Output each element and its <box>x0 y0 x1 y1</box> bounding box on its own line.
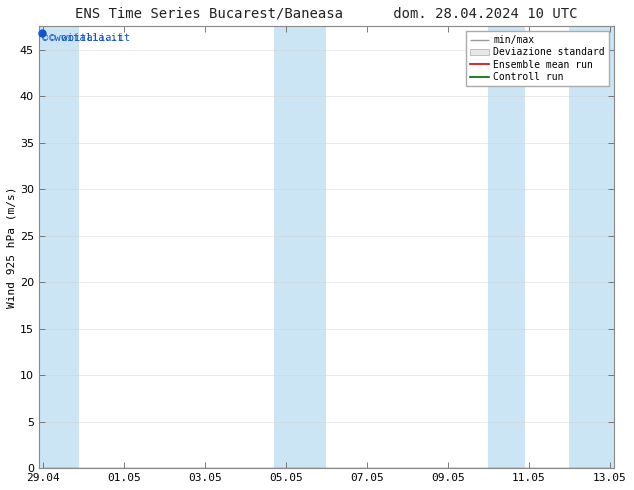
Legend: min/max, Deviazione standard, Ensemble mean run, Controll run: min/max, Deviazione standard, Ensemble m… <box>466 31 609 86</box>
Text: © woitalia.it: © woitalia.it <box>49 33 131 43</box>
Y-axis label: Wind 925 hPa (m/s): Wind 925 hPa (m/s) <box>7 187 17 308</box>
Bar <box>569 26 614 468</box>
Text: © woitalia.it: © woitalia.it <box>42 33 123 43</box>
Bar <box>488 26 524 468</box>
Bar <box>273 26 326 468</box>
Title: ENS Time Series Bucarest/Baneasa      dom. 28.04.2024 10 UTC: ENS Time Series Bucarest/Baneasa dom. 28… <box>75 7 578 21</box>
Bar <box>39 26 79 468</box>
